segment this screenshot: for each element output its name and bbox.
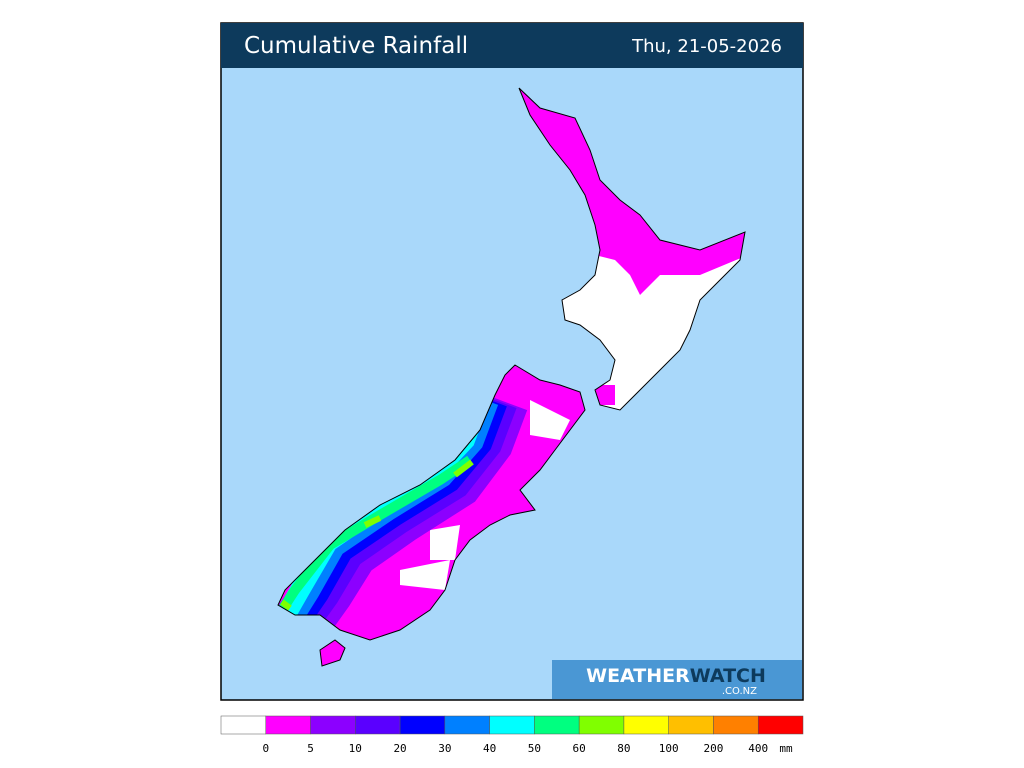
legend-unit: mm <box>779 742 793 755</box>
legend-swatch <box>713 715 759 735</box>
legend-swatch <box>623 715 669 735</box>
legend-label: 40 <box>483 742 496 755</box>
logo-domain: .CO.NZ <box>722 686 757 697</box>
title: Cumulative Rainfall <box>244 33 468 59</box>
legend-label: 400 <box>748 742 768 755</box>
legend-swatch <box>310 715 356 735</box>
legend-label: 0 <box>262 742 269 755</box>
logo: WEATHERWATCH <box>586 665 766 687</box>
legend-swatch <box>757 715 804 735</box>
legend-swatch <box>668 715 714 735</box>
legend-swatch <box>578 715 625 735</box>
legend-label: 100 <box>659 742 679 755</box>
legend-label: 50 <box>528 742 541 755</box>
legend-label: 10 <box>349 742 362 755</box>
legend-label: 5 <box>307 742 314 755</box>
date: Thu, 21-05-2026 <box>631 36 782 57</box>
coastline <box>518 87 746 411</box>
legend-swatch <box>220 715 267 735</box>
legend-label: 30 <box>438 742 451 755</box>
legend-swatch <box>355 715 401 735</box>
legend-swatch <box>444 715 490 735</box>
legend-label: 60 <box>573 742 586 755</box>
legend-swatch <box>399 715 446 735</box>
legend-label: 80 <box>617 742 630 755</box>
stewart-island <box>319 639 346 667</box>
legend-swatch <box>489 715 535 735</box>
legend-swatch <box>534 715 580 735</box>
logo-b: WATCH <box>690 665 766 687</box>
logo-box <box>552 660 802 699</box>
legend-label: 20 <box>393 742 406 755</box>
header-bar <box>221 23 803 68</box>
coastline <box>277 364 586 641</box>
legend-swatch <box>265 715 311 735</box>
legend-label: 200 <box>704 742 724 755</box>
legend: 0 5 10 20 30 40 50 60 80 100 200 400 mm <box>220 715 804 755</box>
logo-a: WEATHER <box>586 665 690 687</box>
